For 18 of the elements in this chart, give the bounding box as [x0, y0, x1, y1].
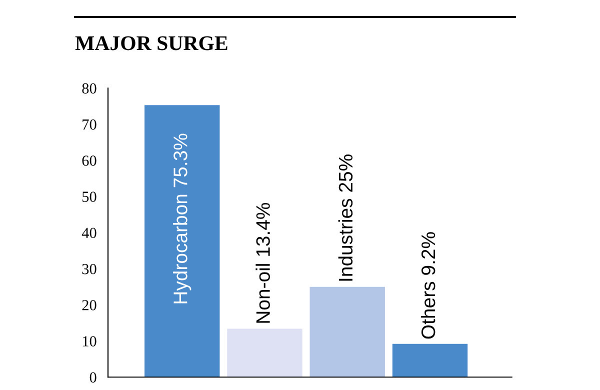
- y-tick-label: 30: [82, 264, 96, 274]
- bar: [227, 328, 302, 378]
- data-label: Industries 25%: [338, 154, 353, 281]
- bar: [310, 286, 385, 378]
- chart-title: MAJOR SURGE: [75, 36, 228, 50]
- y-tick-label: 80: [82, 83, 96, 94]
- data-label: Others 9.2%: [420, 232, 436, 339]
- y-tick-label: 60: [82, 156, 96, 166]
- y-tick-label: 0: [90, 372, 96, 383]
- y-tick-label: 70: [82, 119, 96, 130]
- y-tick-label: 10: [82, 336, 96, 346]
- y-tick-label: 50: [82, 192, 96, 202]
- y-tick-label: 20: [82, 300, 96, 310]
- data-label: Non-oil 13.4%: [256, 202, 270, 323]
- data-label: Hydrocarbon 75.3%: [173, 134, 192, 304]
- bar: [392, 344, 468, 378]
- y-tick-label: 40: [82, 228, 96, 238]
- bar: [144, 105, 220, 378]
